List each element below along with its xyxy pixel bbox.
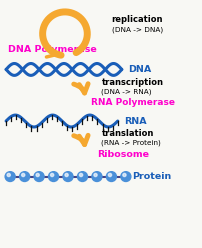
Circle shape xyxy=(36,173,39,177)
Text: Ribosome: Ribosome xyxy=(97,150,149,159)
Text: RNA Polymerase: RNA Polymerase xyxy=(91,98,175,107)
Circle shape xyxy=(34,172,44,181)
Text: DNA Polymerase: DNA Polymerase xyxy=(8,45,96,54)
Text: replication: replication xyxy=(111,15,162,24)
Circle shape xyxy=(48,172,58,181)
Text: (DNA -> DNA): (DNA -> DNA) xyxy=(111,27,162,33)
Circle shape xyxy=(93,173,97,177)
Circle shape xyxy=(65,173,68,177)
Text: (DNA -> RNA): (DNA -> RNA) xyxy=(101,88,151,94)
Text: transcription: transcription xyxy=(101,78,163,87)
Circle shape xyxy=(21,173,25,177)
Circle shape xyxy=(5,172,15,181)
Circle shape xyxy=(50,173,54,177)
Circle shape xyxy=(63,172,73,181)
Text: RNA: RNA xyxy=(123,117,146,125)
Circle shape xyxy=(20,172,29,181)
Text: translation: translation xyxy=(101,129,153,138)
Text: (RNA -> Protein): (RNA -> Protein) xyxy=(101,140,160,146)
Circle shape xyxy=(7,173,10,177)
Text: DNA: DNA xyxy=(127,65,150,74)
Circle shape xyxy=(92,172,101,181)
Circle shape xyxy=(79,173,82,177)
Circle shape xyxy=(122,173,125,177)
Circle shape xyxy=(106,172,116,181)
Circle shape xyxy=(108,173,111,177)
Circle shape xyxy=(120,172,130,181)
FancyArrowPatch shape xyxy=(73,135,88,145)
FancyArrowPatch shape xyxy=(73,84,88,93)
Circle shape xyxy=(77,172,87,181)
Text: Protein: Protein xyxy=(131,172,170,181)
